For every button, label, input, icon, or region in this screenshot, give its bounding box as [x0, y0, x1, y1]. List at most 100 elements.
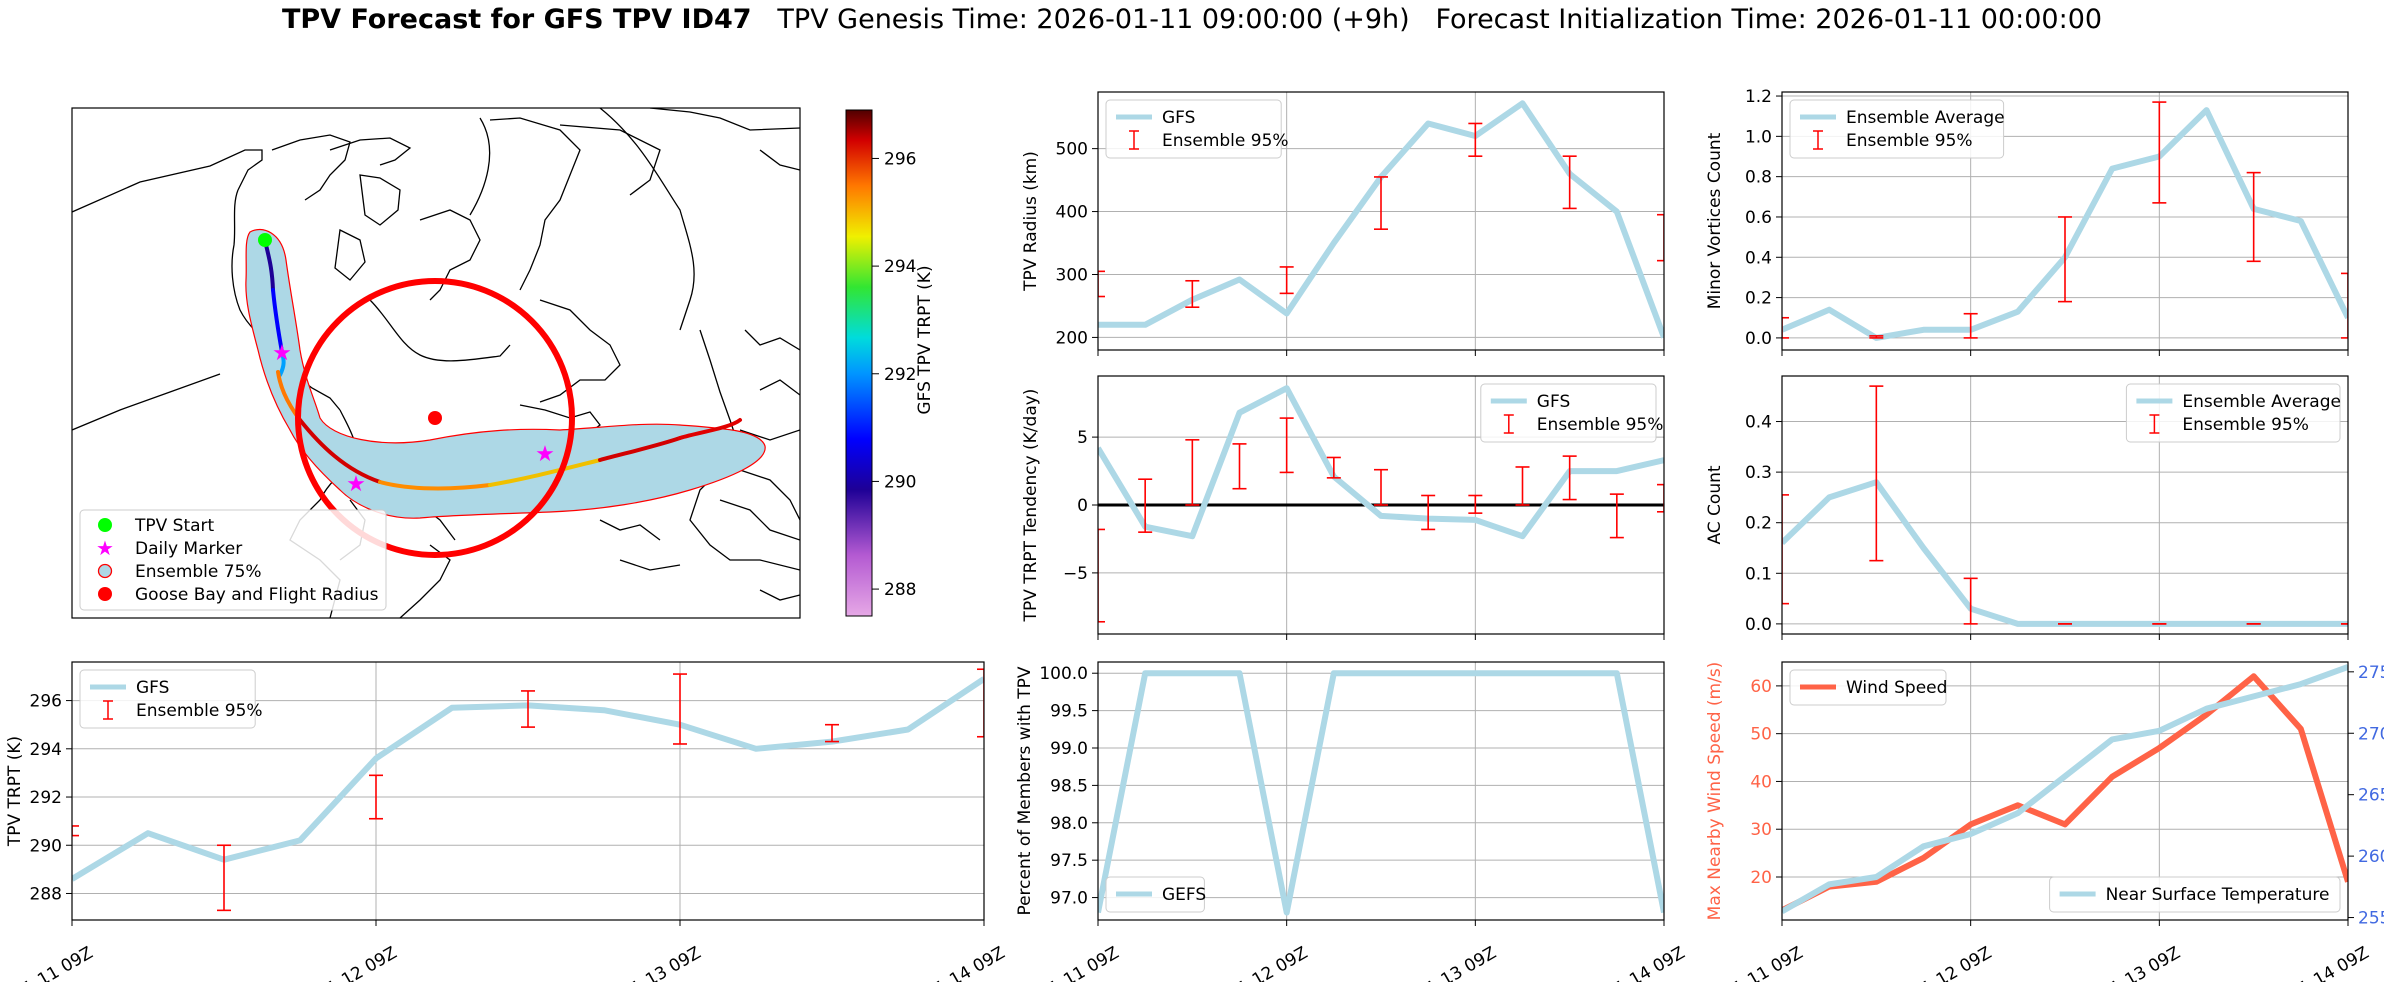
- series-line-ensemble-average: [1782, 107, 2348, 341]
- y-tick-label: 400: [1056, 203, 1088, 223]
- legend-goosebay-label: Goose Bay and Flight Radius: [135, 585, 379, 605]
- axes-frame: [1097, 375, 1665, 635]
- title-genesis: TPV Genesis Time: 2026-01-11 09:00:00 (+…: [777, 4, 1410, 35]
- y-axis-label: TPV Radius (km): [1021, 151, 1041, 292]
- y-tick-label: 288: [30, 884, 62, 904]
- y-tick-label: 0.8: [1745, 168, 1772, 188]
- series-line-near-surface-temperature: [1782, 664, 2348, 915]
- legend-label: Ensemble 95%: [1537, 415, 1664, 435]
- x-tick-label: 01-11 09Z: [1720, 943, 1806, 982]
- legend-label: GFS: [1162, 108, 1195, 128]
- y-tick-label: 0.3: [1745, 463, 1772, 483]
- y-tick-label: 200: [1056, 328, 1088, 348]
- chart-radius: 200 300 400 500 TPV Radius (km) GFS Ensemble 9…: [1021, 91, 1665, 356]
- error-bar: [1098, 528, 1105, 623]
- y-tick-label: 60: [1750, 677, 1772, 697]
- y-axis-label: AC Count: [1705, 465, 1725, 544]
- y-axis-label: Max Nearby Wind Speed (m/s): [1705, 662, 1725, 921]
- chart-legend: Ensemble Average Ensemble 95%: [1789, 99, 2005, 159]
- error-bar: [1185, 439, 1200, 506]
- series-line-gfs: [1098, 100, 1664, 339]
- colorbar-tick-label: 294: [884, 257, 916, 277]
- error-bar: [369, 774, 383, 820]
- colorbar-tick-label: 296: [884, 149, 916, 169]
- ensemble-envelope: [245, 228, 766, 519]
- error-bar: [1963, 312, 1978, 339]
- daily-marker-1: ★: [272, 341, 292, 366]
- axes-frame: [71, 661, 985, 921]
- x-tick-label: 01-12 09Z: [1909, 943, 1995, 982]
- error-bar: [977, 668, 984, 738]
- error-bar: [1869, 335, 1884, 339]
- error-bar: [2246, 171, 2261, 263]
- y2-tick-label: 275: [2358, 663, 2384, 683]
- colorbar-tick-label: 292: [884, 365, 916, 385]
- x-tick-label: 01-13 09Z: [1414, 943, 1500, 982]
- title-init: Forecast Initialization Time: 2026-01-11…: [1435, 4, 2103, 35]
- series-line-wind-speed: [1782, 673, 2348, 914]
- legend-star-icon: ★: [96, 536, 114, 560]
- legend-label: Ensemble Average: [2182, 392, 2341, 412]
- axes-frame: [1097, 661, 1665, 921]
- error-bar: [217, 844, 231, 912]
- series-line-ensemble-average: [1782, 479, 2348, 627]
- legend-goosebay-icon: [98, 587, 112, 601]
- x-tick-label: 01-13 09Z: [2098, 943, 2184, 982]
- map-legend: TPV Start ★ Daily Marker Ensemble 75% Go…: [79, 509, 387, 611]
- legend-label: Ensemble Average: [1846, 108, 2005, 128]
- error-bar: [1782, 494, 1789, 605]
- x-tick-label: 01-14 09Z: [1602, 943, 1688, 982]
- y-tick-label: 292: [30, 788, 62, 808]
- y-tick-label: 0.4: [1745, 413, 1772, 433]
- legend-label: Wind Speed: [1846, 678, 1947, 698]
- error-bar: [1279, 266, 1294, 295]
- y-tick-label: 0.6: [1745, 208, 1772, 228]
- y-tick-label: 100.0: [1039, 664, 1088, 684]
- y-tick-label: 0.2: [1745, 514, 1772, 534]
- tpv-start-marker: [258, 233, 272, 247]
- y-tick-label: 296: [30, 692, 62, 712]
- axes-frame: [1781, 375, 2349, 635]
- error-bar: [1374, 176, 1388, 230]
- chart-tendency: −5 0 5 TPV TRPT Tendency (K/day) GFS Ensemble…: [1021, 375, 1665, 640]
- y-tick-label: 1.0: [1745, 127, 1772, 147]
- legend-label: Ensemble 95%: [2182, 415, 2309, 435]
- x-tick-label: 01-12 09Z: [314, 943, 400, 982]
- legend-start-icon: [98, 518, 112, 532]
- error-bar: [1782, 316, 1789, 339]
- axes-frame: [1781, 91, 2349, 351]
- legend-label: Ensemble 95%: [1162, 131, 1289, 151]
- chart-legend: Near Surface Temperature: [2049, 876, 2341, 913]
- error-bar: [1657, 483, 1664, 513]
- error-bar: [72, 825, 79, 837]
- error-bar: [1326, 456, 1341, 479]
- legend-label: GEFS: [1162, 885, 1206, 905]
- error-bar: [521, 690, 535, 728]
- error-bar: [1138, 478, 1153, 533]
- daily-marker-3: ★: [535, 442, 555, 467]
- x-tick-label: 01-11 09Z: [10, 943, 96, 982]
- x-tick-label: 01-14 09Z: [922, 943, 1008, 982]
- legend-label: Near Surface Temperature: [2106, 885, 2330, 905]
- y2-tick-label: 265: [2358, 786, 2384, 806]
- y-axis-label: Minor Vortices Count: [1705, 132, 1725, 309]
- legend-ensemble-icon: [97, 563, 113, 579]
- y-tick-label: 97.0: [1050, 889, 1088, 909]
- chart-legend: GFS Ensemble 95%: [1480, 383, 1664, 443]
- x-tick-label: 01-13 09Z: [618, 943, 704, 982]
- y-tick-label: 500: [1056, 140, 1088, 160]
- error-bar: [1468, 122, 1483, 157]
- y-axis-label: Percent of Members with TPV: [1015, 666, 1035, 915]
- y-tick-label: 99.0: [1050, 739, 1088, 759]
- error-bar: [1657, 213, 1664, 262]
- legend-label: GFS: [136, 678, 169, 698]
- colorbar-tick-label: 290: [884, 472, 916, 492]
- colorbar-tick-label: 288: [884, 580, 916, 600]
- error-bar: [1185, 279, 1200, 309]
- error-bar: [825, 723, 839, 743]
- error-bar: [2341, 272, 2348, 339]
- legend-label: Ensemble 95%: [1846, 131, 1973, 151]
- flight-radius-circle: [295, 278, 575, 558]
- y-axis-label: TPV TRPT Tendency (K/day): [1021, 389, 1041, 623]
- chart-legend: Wind Speed: [1789, 669, 1947, 706]
